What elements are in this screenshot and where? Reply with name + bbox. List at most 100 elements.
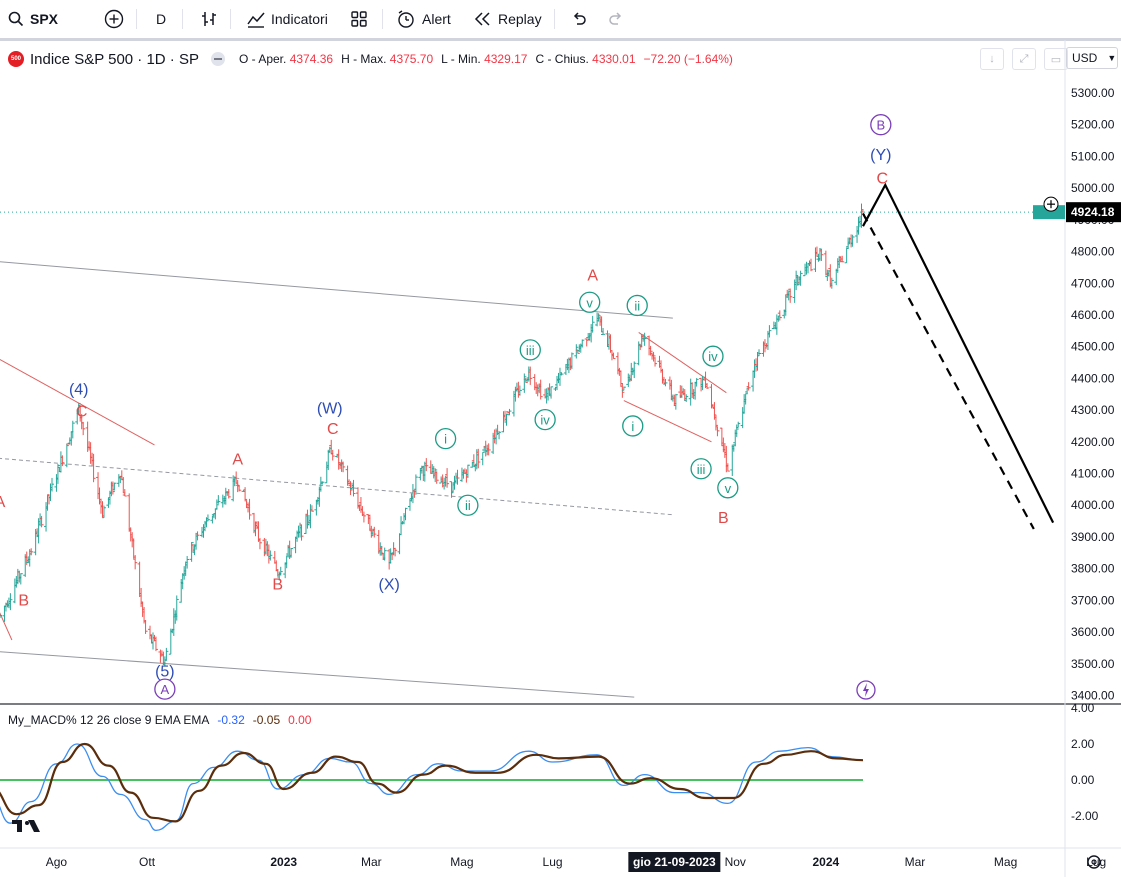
axes: 5300.005200.005100.005000.004900.004800.… [0,40,1121,877]
ohlc-bar [399,516,404,536]
ohlc-bar [480,451,485,466]
ohlc-bar [611,352,616,360]
wave-label: C [877,171,889,188]
price-tick-label: 4700.00 [1071,276,1115,290]
arrow-down-icon[interactable]: ↓ [980,48,1004,70]
macd-value: -0.32 [217,713,245,727]
time-tick-label: Ott [139,855,156,869]
add-symbol-button[interactable] [104,0,124,38]
time-tick-label: Nov [725,855,746,869]
wave-label: A [0,494,6,511]
wave-label: iii [526,343,535,358]
trend-line [0,612,13,641]
search-icon [8,11,24,27]
wave-label: ii [465,498,471,513]
price-tick-label: 5200.00 [1071,118,1115,132]
wave-label: ii [634,298,640,313]
ohlc-bar [299,524,304,541]
last-price-marker [1066,202,1121,223]
replay-button[interactable]: Replay [474,0,542,38]
ohlc-bar [278,566,283,576]
wave-label-circle [702,345,724,367]
series-title[interactable]: Indice S&P 500 · 1D · SP [30,50,199,68]
price-tick-label: 4500.00 [1071,340,1115,354]
price-tick-label: 3400.00 [1071,688,1115,702]
ohlc-bar [829,277,834,289]
ohlc-bar [819,249,824,261]
ohlc-bar [715,426,720,437]
ohlc-bar [60,455,65,467]
indicators-button[interactable]: Indicatori [246,0,328,38]
macd-pane [0,742,863,832]
wave-label: (4) [69,381,89,398]
symbol-search[interactable]: SPX [8,0,58,38]
price-pane [0,182,1065,698]
ohlc-bar [247,498,252,520]
price-tick-label: 3800.00 [1071,562,1115,576]
price-tick-label: 4300.00 [1071,403,1115,417]
ohlc-bar [767,325,772,338]
high-value: 4375.70 [389,52,434,66]
ohlc-bar [127,493,132,532]
ohlc-bar [734,424,739,437]
ohlc-bar [369,525,374,538]
trend-line [623,400,712,443]
macd-title[interactable]: My_MACD% 12 26 close 9 EMA EMA [8,713,210,727]
wave-label: v [725,481,732,496]
time-tick-label: Mar [905,855,926,869]
wave-label-circle [622,415,644,437]
ohlc-bar [289,547,294,558]
ohlc-bar [268,550,273,561]
ohlc-bar [632,361,637,379]
plus-circle-icon [104,9,124,29]
price-tick-label: 3900.00 [1071,530,1115,544]
ohlc-bar [101,505,106,519]
interval-button[interactable]: D [156,0,166,38]
maximize-icon[interactable]: ⤢ [1012,48,1036,70]
open-value: 4374.36 [289,52,334,66]
ohlc-bar [455,469,460,485]
price-tick-label: 5000.00 [1071,181,1115,195]
wave-label-circle [154,678,176,700]
chart-type-button[interactable] [200,0,218,38]
ohlc-bar [840,255,845,263]
ohlc-bar [133,555,138,570]
ohlc-bar [237,484,242,492]
redo-button[interactable] [607,0,625,38]
ohlc-bar [850,234,855,247]
ohlc-bar [798,270,803,286]
ohlc-bar [434,471,439,484]
wave-label: i [631,419,634,434]
price-tick-label: 3500.00 [1071,657,1115,671]
undo-button[interactable] [570,0,588,38]
crosshair-date-marker [628,852,721,872]
sp500-logo: 500 [8,51,24,67]
ohlc-bar [341,461,346,473]
symbol-label: SPX [30,11,59,27]
currency-select[interactable]: USD ▼ [1066,47,1118,69]
ohlc-bar [433,468,438,483]
signal-value: -0.05 [252,713,281,727]
ohlc-bar [18,573,23,585]
ohlc-bar [216,495,221,504]
ohlc-bar [158,649,163,663]
macd-tick-label: -2.00 [1071,809,1099,823]
ohlc-bar [642,332,647,346]
wave-label: C [327,421,339,438]
wave-label: v [586,295,593,310]
alert-button[interactable]: Alert [396,0,451,38]
ohlc-bar [569,352,574,370]
ohlc-bar [39,516,44,528]
ohlc-bar [393,547,398,557]
last-price-text: 4924.18 [1071,205,1115,219]
layouts-button[interactable] [350,0,368,38]
ohlc-bar [663,378,668,387]
open-label: O - Aper. [238,52,287,66]
close-label: C - Chius. [535,52,589,66]
macd-tick-label: 4.00 [1071,701,1095,715]
wave-label: B [876,118,885,133]
restore-icon[interactable]: ▭ [1044,48,1068,70]
ohlc-bar [713,414,718,431]
ohlc-bar [465,464,470,478]
